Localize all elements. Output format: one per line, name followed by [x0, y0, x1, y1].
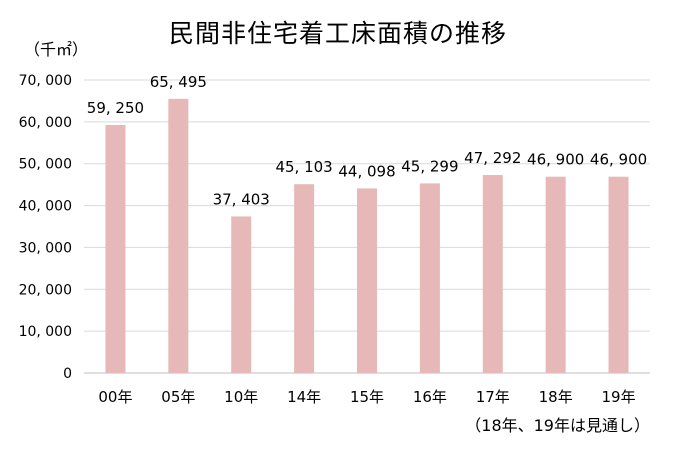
data-label: 47, 292: [464, 149, 521, 167]
x-tick-label: 05年: [161, 388, 195, 406]
data-label: 46, 900: [527, 151, 584, 169]
x-axis-ticks: 00年 05年 10年 14年 15年 16年 17年 18年 19年: [98, 388, 635, 406]
bar: [545, 176, 566, 373]
bar: [294, 184, 315, 373]
y-tick-label: 50, 000: [19, 157, 72, 173]
data-label: 65, 495: [150, 73, 207, 91]
bar: [168, 98, 189, 374]
y-tick-label: 70, 000: [19, 73, 72, 89]
chart-title: 民間非住宅着工床面積の推移: [168, 19, 507, 48]
x-tick-label: 14年: [287, 388, 321, 406]
bar: [419, 183, 440, 373]
bar: [231, 216, 252, 373]
data-label: 45, 103: [275, 158, 332, 176]
data-label: 44, 098: [338, 162, 395, 180]
y-tick-label: 30, 000: [19, 240, 72, 256]
data-label: 46, 900: [590, 151, 647, 169]
x-tick-label: 10年: [224, 388, 258, 406]
data-label: 59, 250: [87, 99, 144, 117]
x-tick-label: 00年: [98, 388, 132, 406]
x-tick-label: 16年: [413, 388, 447, 406]
bar: [482, 175, 503, 373]
y-tick-label: 40, 000: [19, 199, 72, 215]
y-axis-ticks: 0 10, 000 20, 000 30, 000 40, 000 50, 000 60, …: [19, 73, 72, 382]
data-label: 37, 403: [213, 190, 270, 208]
y-tick-label: 60, 000: [19, 115, 72, 131]
x-tick-label: 17年: [476, 388, 510, 406]
x-tick-label: 19年: [602, 388, 636, 406]
bar: [357, 188, 377, 373]
y-tick-label: 10, 000: [19, 324, 72, 340]
x-tick-label: 15年: [350, 388, 384, 406]
y-axis-unit-label: （千㎡）: [24, 40, 89, 59]
x-tick-label: 18年: [539, 388, 573, 406]
data-labels: 59, 250 65, 495 37, 403 45, 103 44, 098 45, 2…: [87, 73, 647, 209]
forecast-note: （18年、19年は見通し）: [465, 416, 650, 435]
bars: [105, 98, 629, 374]
bar: [608, 176, 629, 373]
data-label: 45, 299: [401, 157, 458, 175]
y-tick-label: 20, 000: [19, 282, 72, 298]
y-tick-label: 0: [63, 366, 72, 382]
bar: [105, 124, 126, 373]
